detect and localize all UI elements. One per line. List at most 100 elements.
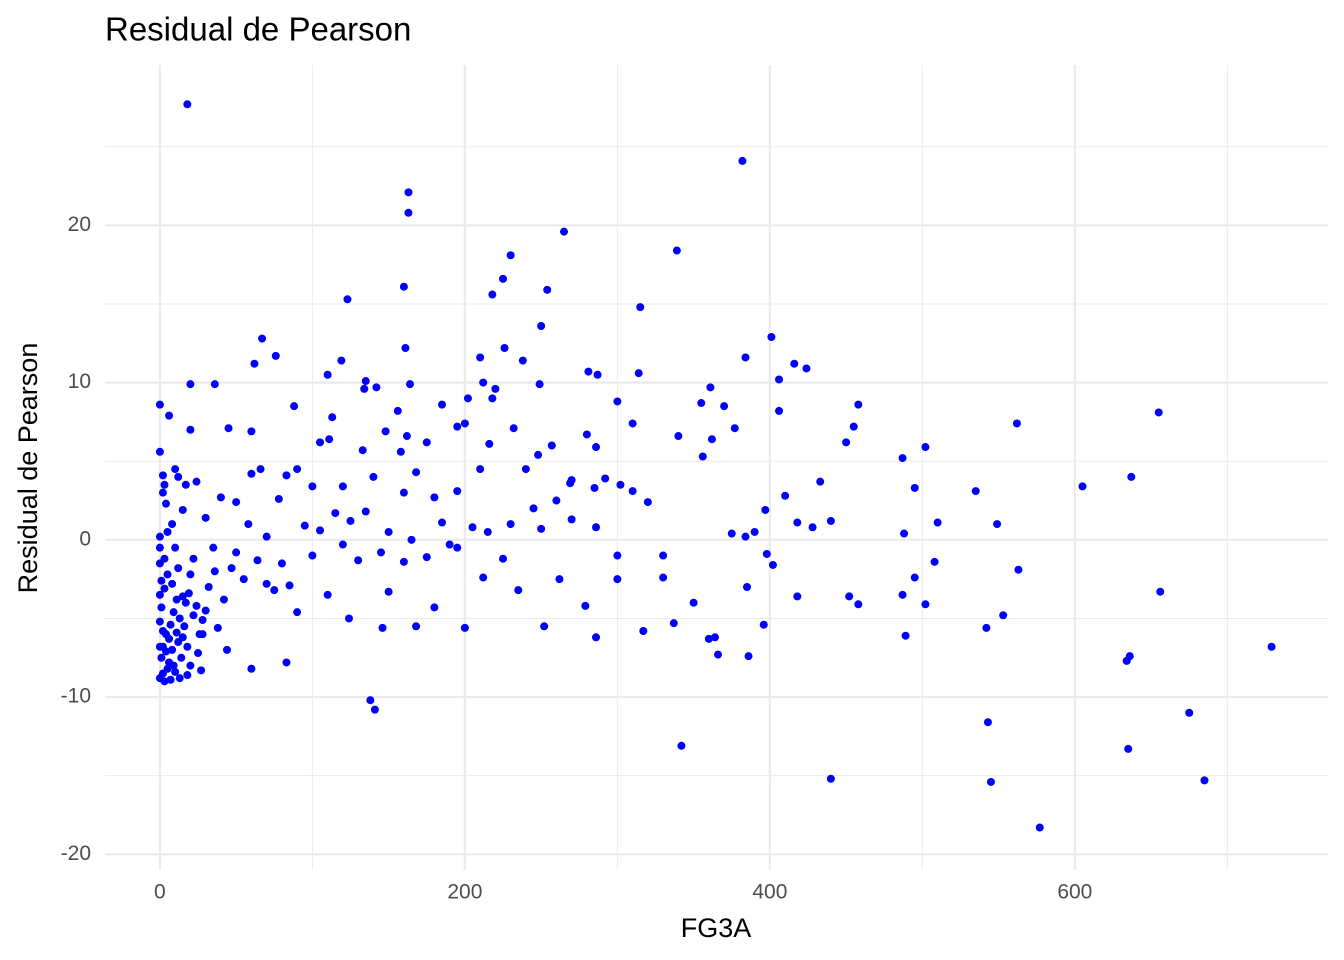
point bbox=[445, 540, 454, 549]
point bbox=[247, 469, 256, 478]
point bbox=[197, 666, 206, 675]
point bbox=[518, 356, 527, 365]
point bbox=[271, 351, 280, 360]
point bbox=[270, 586, 279, 595]
point bbox=[738, 156, 747, 165]
point bbox=[160, 584, 169, 593]
point bbox=[741, 353, 750, 362]
point bbox=[460, 623, 469, 632]
point bbox=[366, 696, 375, 705]
point bbox=[761, 505, 770, 514]
x-tick-label: 400 bbox=[752, 881, 787, 904]
point bbox=[157, 653, 166, 662]
point bbox=[165, 634, 174, 643]
point bbox=[808, 523, 817, 532]
point bbox=[157, 576, 166, 585]
point bbox=[384, 587, 393, 596]
y-tick-label: 20 bbox=[68, 213, 91, 236]
point bbox=[381, 427, 390, 436]
point bbox=[491, 384, 500, 393]
point bbox=[250, 359, 259, 368]
point bbox=[186, 425, 195, 434]
point bbox=[714, 650, 723, 659]
point bbox=[672, 246, 681, 255]
point bbox=[192, 601, 201, 610]
point bbox=[344, 614, 353, 623]
point bbox=[767, 333, 776, 342]
x-tick-label: 200 bbox=[447, 881, 482, 904]
point bbox=[343, 295, 352, 304]
point bbox=[172, 628, 181, 637]
point bbox=[222, 645, 231, 654]
point bbox=[293, 608, 302, 617]
point bbox=[567, 476, 576, 485]
point bbox=[158, 471, 167, 480]
point bbox=[384, 527, 393, 536]
points bbox=[155, 100, 1276, 832]
point bbox=[316, 438, 325, 447]
point bbox=[158, 627, 167, 636]
point bbox=[396, 447, 405, 456]
point bbox=[534, 450, 543, 459]
point bbox=[194, 649, 203, 658]
point bbox=[910, 573, 919, 582]
point bbox=[781, 491, 790, 500]
point bbox=[616, 480, 625, 489]
point bbox=[361, 377, 370, 386]
point bbox=[360, 384, 369, 393]
point bbox=[338, 540, 347, 549]
point bbox=[338, 482, 347, 491]
point bbox=[198, 616, 207, 625]
point bbox=[986, 777, 995, 786]
point bbox=[210, 567, 219, 576]
x-tick-label: 600 bbox=[1057, 881, 1092, 904]
point bbox=[1035, 823, 1044, 832]
point bbox=[689, 598, 698, 607]
point bbox=[750, 527, 759, 536]
point bbox=[485, 439, 494, 448]
point bbox=[488, 290, 497, 299]
point bbox=[1078, 482, 1087, 491]
point bbox=[160, 480, 169, 489]
point bbox=[404, 208, 413, 217]
point bbox=[325, 435, 334, 444]
point bbox=[468, 523, 477, 532]
point bbox=[186, 661, 195, 670]
point bbox=[300, 521, 309, 530]
point bbox=[1185, 708, 1194, 717]
point bbox=[158, 488, 167, 497]
point bbox=[274, 494, 283, 503]
point bbox=[581, 601, 590, 610]
point bbox=[175, 674, 184, 683]
point bbox=[337, 356, 346, 365]
point bbox=[213, 623, 222, 632]
point bbox=[499, 274, 508, 283]
point bbox=[430, 493, 439, 502]
point bbox=[227, 564, 236, 573]
point bbox=[262, 579, 271, 588]
point bbox=[161, 499, 170, 508]
y-axis-title: Residual de Pearson bbox=[13, 343, 43, 594]
point bbox=[209, 543, 218, 552]
point bbox=[639, 627, 648, 636]
point bbox=[412, 622, 421, 631]
x-axis-title: FG3A bbox=[681, 913, 752, 943]
point bbox=[707, 435, 716, 444]
point bbox=[247, 664, 256, 673]
point bbox=[155, 642, 164, 651]
point bbox=[262, 532, 271, 541]
point bbox=[730, 424, 739, 433]
point bbox=[898, 590, 907, 599]
point bbox=[177, 653, 186, 662]
point bbox=[308, 482, 317, 491]
point bbox=[727, 529, 736, 538]
point bbox=[560, 227, 569, 236]
y-tick-label: 10 bbox=[68, 370, 91, 393]
point bbox=[901, 631, 910, 640]
point bbox=[706, 383, 715, 392]
point bbox=[290, 402, 299, 411]
point bbox=[168, 645, 177, 654]
point bbox=[178, 633, 187, 642]
point bbox=[479, 378, 488, 387]
point bbox=[971, 487, 980, 496]
